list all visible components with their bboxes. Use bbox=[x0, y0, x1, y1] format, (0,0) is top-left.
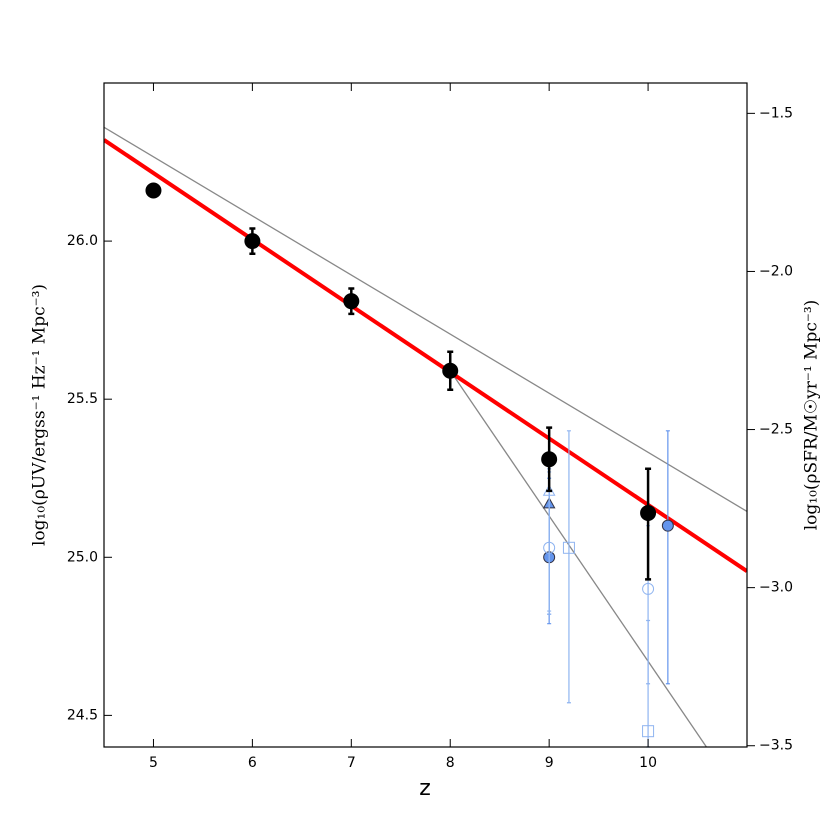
point bbox=[642, 725, 655, 738]
x-tick-label: 8 bbox=[446, 755, 455, 771]
y2-tick-label: −2.5 bbox=[759, 422, 793, 438]
fit-line bbox=[449, 370, 707, 747]
point bbox=[661, 519, 674, 532]
point bbox=[343, 293, 360, 310]
point bbox=[145, 182, 162, 199]
error-bar bbox=[645, 467, 652, 581]
point bbox=[442, 362, 459, 379]
point bbox=[541, 451, 558, 468]
y2-tick-label: −1.5 bbox=[759, 105, 793, 121]
y2-tick-label: −3.0 bbox=[759, 580, 793, 596]
y-tick-label: 25.0 bbox=[67, 549, 98, 565]
x-tick-label: 6 bbox=[248, 755, 257, 771]
x-axis-label: z bbox=[419, 776, 431, 801]
point bbox=[642, 582, 655, 595]
point bbox=[562, 541, 575, 554]
error-bar bbox=[566, 430, 571, 704]
y-tick-label: 24.5 bbox=[67, 707, 98, 723]
point bbox=[640, 505, 657, 522]
y-axis-label: log₁₀(ρUV/ergss⁻¹ Hz⁻¹ Mpc⁻³) bbox=[30, 284, 50, 546]
x-tick-label: 5 bbox=[149, 755, 158, 771]
y-tick-label: 25.5 bbox=[67, 391, 98, 407]
point bbox=[244, 233, 261, 250]
fit-line bbox=[104, 126, 747, 512]
fit-line bbox=[104, 138, 747, 573]
y2-tick-label: −2.0 bbox=[759, 263, 793, 279]
plot-frame bbox=[103, 82, 748, 748]
y2-tick-label: −3.5 bbox=[759, 738, 793, 754]
x-tick-label: 10 bbox=[639, 755, 657, 771]
y2-axis-label: log₁₀(ρSFR/M☉yr⁻¹ Mpc⁻³) bbox=[802, 300, 822, 531]
x-tick-label: 7 bbox=[347, 755, 356, 771]
x-tick-label: 9 bbox=[545, 755, 554, 771]
error-bar bbox=[665, 430, 670, 685]
y-tick-label: 26.0 bbox=[67, 233, 98, 249]
